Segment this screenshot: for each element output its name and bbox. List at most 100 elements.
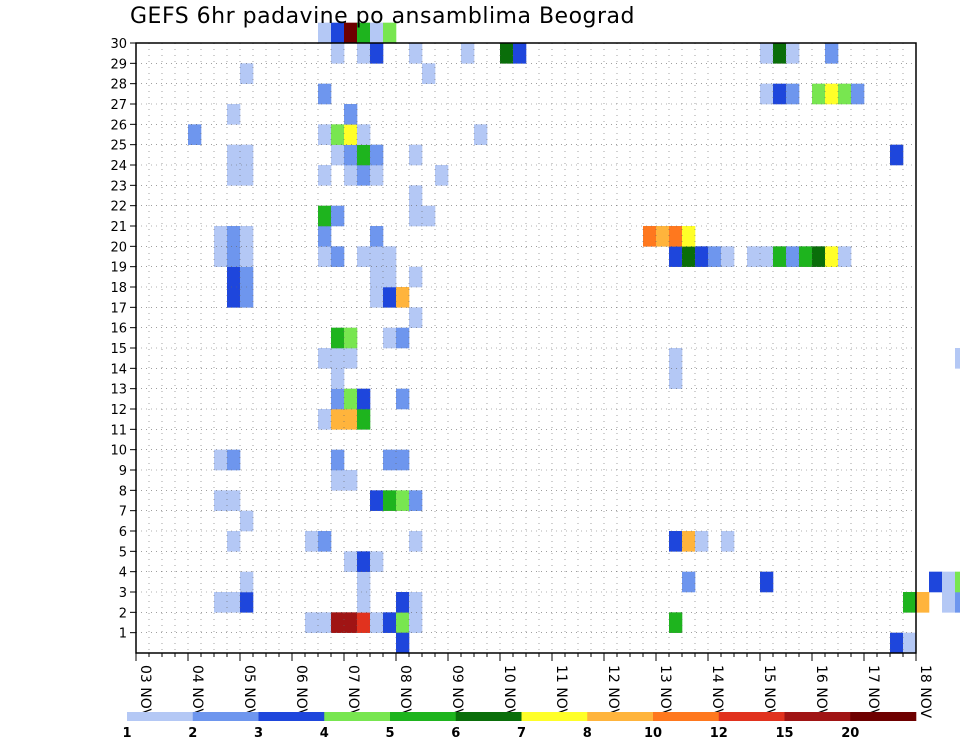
heatmap-cell [383,449,397,471]
y-tick-label: 9 [119,464,127,479]
heatmap-cell [227,104,241,125]
x-tick-label: 09 NOV [449,665,465,719]
x-tick-label: 15 NOV [761,665,777,719]
heatmap-cell [383,22,397,44]
heatmap-cell [409,43,423,64]
heatmap-cell [409,144,423,166]
heatmap-cell [383,266,397,288]
y-tick-label: 17 [110,301,127,316]
legend-swatch [127,712,194,721]
heatmap-cell [721,531,735,552]
y-tick-label: 25 [110,139,127,154]
y-tick-label: 13 [110,383,127,398]
heatmap-cell [396,612,410,633]
heatmap-cell [188,124,202,145]
heatmap-cell [409,612,423,633]
heatmap-cell [227,449,241,471]
heatmap-cell [942,571,956,593]
heatmap-cell [227,226,241,247]
y-tick-label: 30 [110,37,127,52]
heatmap-cell [344,165,358,186]
heatmap-cell [318,409,332,430]
x-tick-label: 17 NOV [865,665,881,719]
heatmap-cell [318,226,332,247]
heatmap-cell [799,246,813,267]
heatmap-cell [435,165,449,186]
heatmap-cell [318,124,332,145]
heatmap-cell [396,449,410,471]
heatmap-cell [409,531,423,552]
heatmap-cell [357,409,371,430]
x-tick-label: 05 NOV [241,665,257,719]
heatmap-cell [357,22,371,44]
heatmap-cell [318,246,332,267]
heatmap-cell [370,246,384,267]
heatmap-cell [370,551,384,572]
heatmap-cell [370,612,384,633]
y-tick-label: 20 [110,240,127,255]
y-tick-label: 24 [110,159,127,174]
legend-label: 8 [583,726,592,741]
chart-title: GEFS 6hr padavine po ansamblima Beograd [130,4,636,29]
heatmap-cell [851,83,865,105]
legend-label: 12 [710,726,728,741]
heatmap-cell [227,531,241,552]
heatmap-cell [409,307,423,328]
x-tick-label: 11 NOV [553,665,569,719]
legend-swatch [653,712,720,721]
heatmap-cell [669,246,683,267]
heatmap-cell [422,205,436,227]
heatmap-cell [383,490,397,511]
x-tick-label: 13 NOV [657,665,673,719]
heatmap-cell [331,470,345,491]
heatmap-cell [370,490,384,511]
heatmap-cell [773,246,787,267]
heatmap-cell [357,144,371,166]
heatmap-cell [331,348,345,369]
legend-swatch [850,712,917,721]
heatmap-cell [331,612,345,633]
heatmap-cell [357,43,371,64]
x-tick-label: 06 NOV [293,665,309,719]
y-tick-label: 7 [119,505,127,520]
heatmap-cell [396,490,410,511]
y-tick-label: 21 [110,220,127,235]
heatmap-cell [682,246,696,267]
heatmap-cell [370,266,384,288]
heatmap-cell [786,43,800,64]
legend-swatch [192,712,259,721]
heatmap-cell [240,266,254,288]
heatmap-cell [370,22,384,44]
heatmap-cell [240,510,254,532]
heatmap-cell [786,83,800,105]
x-tick-label: 16 NOV [813,665,829,719]
heatmap-cell [227,287,241,308]
heatmap-cell [656,226,670,247]
legend-swatch [455,712,522,721]
legend-swatch [521,712,588,721]
heatmap-cell [214,592,228,613]
y-tick-label: 14 [110,362,127,377]
heatmap-cell [357,124,371,145]
heatmap-cell [643,226,657,247]
heatmap-cell [695,246,709,267]
heatmap-cell [773,83,787,105]
heatmap-cell [786,246,800,267]
heatmap-cell [695,531,709,552]
heatmap-cell [825,43,839,64]
heatmap-cell [409,592,423,613]
heatmap-cell [331,124,345,145]
legend-label: 7 [517,726,526,741]
x-tick-label: 18 NOV [917,665,933,719]
x-tick-label: 04 NOV [189,665,205,719]
heatmap-cell [708,246,722,267]
heatmap-cell [890,144,904,166]
legend-label: 5 [385,726,394,741]
heatmap-cell [240,63,254,84]
heatmap-cell [227,144,241,166]
heatmap-cell [227,490,241,511]
heatmap-cell [331,449,345,471]
y-tick-label: 26 [110,118,127,133]
heatmap-cell [383,327,397,349]
legend-swatch [784,712,851,721]
